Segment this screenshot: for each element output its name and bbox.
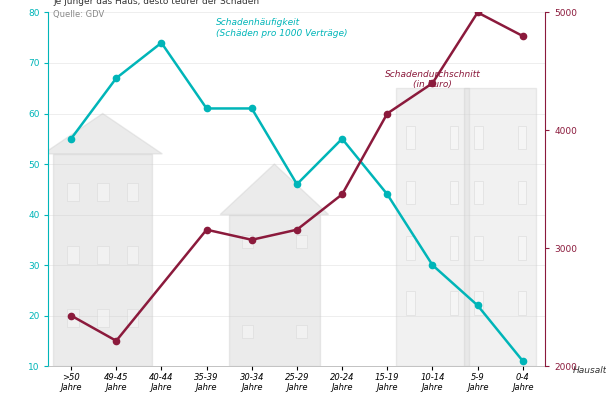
Bar [518, 181, 526, 205]
Bar [450, 236, 459, 260]
Bar [127, 309, 138, 327]
Bar [97, 309, 108, 327]
Bar [518, 126, 526, 149]
Bar [450, 181, 459, 205]
Polygon shape [43, 114, 162, 154]
Bar [407, 126, 415, 149]
Bar [127, 246, 138, 264]
Bar [474, 181, 483, 205]
Bar [474, 291, 483, 314]
Bar [97, 246, 108, 264]
Text: Schadenhäufigkeit
(Schäden pro 1000 Verträge): Schadenhäufigkeit (Schäden pro 1000 Vert… [216, 18, 347, 38]
Bar [518, 291, 526, 314]
Bar [474, 236, 483, 260]
Bar [396, 88, 468, 366]
Bar [97, 183, 108, 201]
Bar [242, 325, 253, 338]
Bar [296, 325, 307, 338]
Bar [474, 126, 483, 149]
Polygon shape [220, 164, 328, 215]
Text: Schadendurchschnitt
(in Euro): Schadendurchschnitt (in Euro) [385, 70, 481, 89]
Bar [296, 235, 307, 248]
Bar [67, 183, 79, 201]
Bar [67, 309, 79, 327]
Text: Hausalter: Hausalter [573, 366, 606, 375]
Bar [450, 126, 459, 149]
Bar [450, 291, 459, 314]
Bar [242, 235, 253, 248]
Bar [127, 183, 138, 201]
FancyBboxPatch shape [229, 215, 319, 366]
Bar [407, 236, 415, 260]
Text: Quelle: GDV: Quelle: GDV [53, 10, 104, 19]
FancyBboxPatch shape [53, 154, 152, 366]
Bar [67, 246, 79, 264]
Text: Je jünger das Haus, desto teurer der Schaden: Je jünger das Haus, desto teurer der Sch… [53, 0, 259, 6]
Bar [407, 181, 415, 205]
Bar [407, 291, 415, 314]
Bar [464, 88, 536, 366]
Bar [518, 236, 526, 260]
